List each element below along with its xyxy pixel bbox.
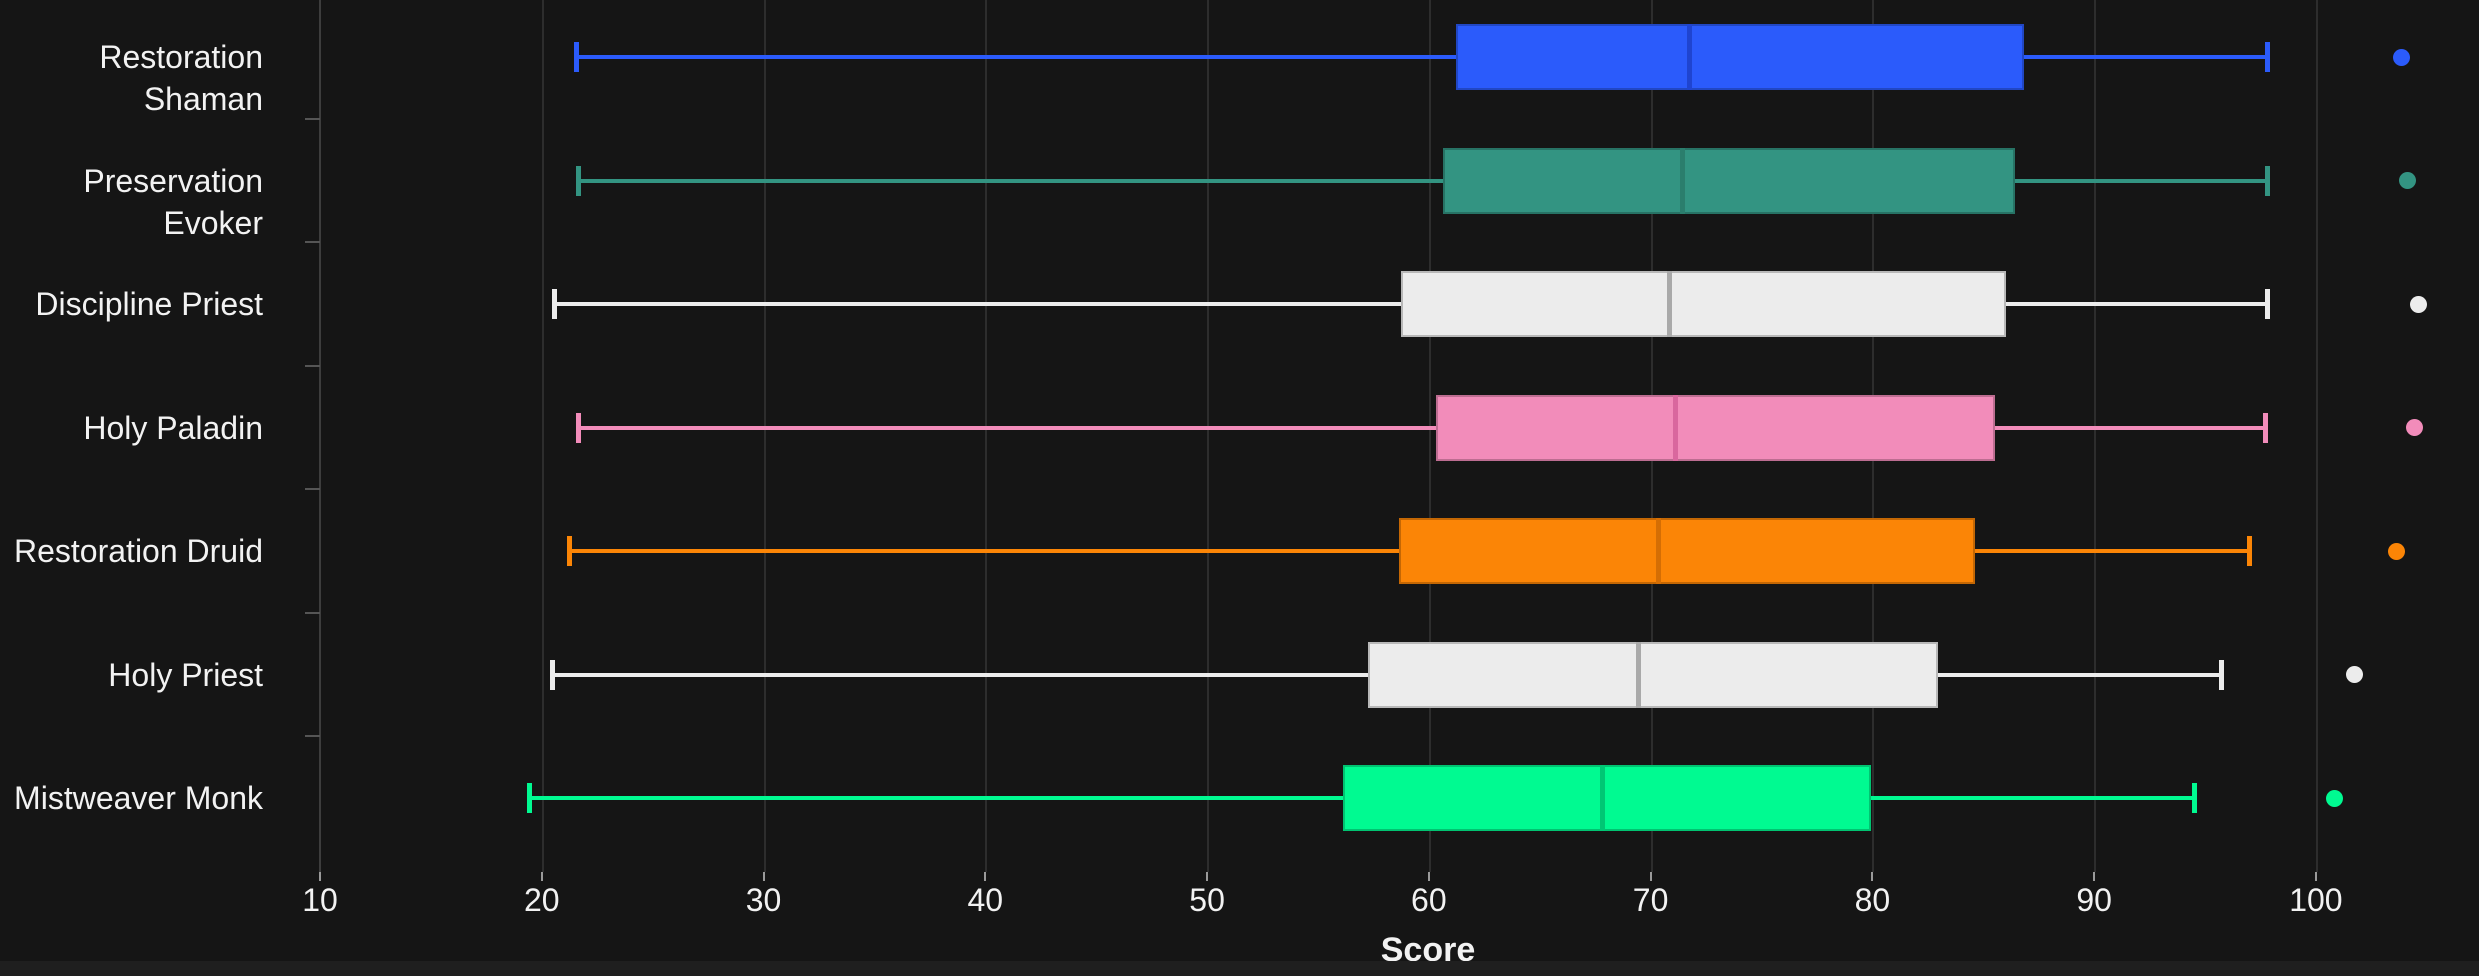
gridline	[1207, 0, 1210, 872]
whisker-cap-high	[2191, 783, 2197, 813]
y-axis-tick	[305, 364, 320, 367]
whisker-line-high	[1937, 672, 2222, 677]
x-axis-tick	[2093, 872, 2096, 881]
whisker-cap-low	[549, 659, 555, 690]
outlier-dot	[2392, 48, 2410, 66]
whisker-line-low	[578, 178, 1444, 183]
x-axis-tick	[319, 872, 321, 881]
median-line	[1673, 394, 1679, 461]
median-line	[1666, 271, 1672, 337]
median-line	[1655, 518, 1661, 584]
category-label: Restoration Shaman	[99, 39, 263, 117]
x-axis-tick	[1427, 872, 1430, 881]
x-axis-tick-label: 50	[1189, 882, 1225, 918]
median-line	[1686, 24, 1692, 90]
box	[1401, 271, 2007, 337]
whisker-cap-low	[567, 536, 573, 566]
gridline	[2094, 0, 2097, 872]
box	[1343, 765, 1872, 831]
outlier-dot	[2346, 666, 2364, 683]
category-label: Holy Paladin	[83, 409, 263, 446]
category-label: Holy Priest	[108, 656, 263, 693]
whisker-cap-low	[574, 42, 580, 72]
x-axis-tick-label: 90	[2076, 882, 2112, 918]
whisker-cap-high	[2262, 412, 2268, 443]
whisker-cap-high	[2218, 659, 2224, 690]
box	[1436, 394, 1996, 461]
outlier-dot	[2388, 542, 2406, 560]
y-axis-tick	[305, 117, 320, 120]
whisker-line-low	[569, 549, 1399, 553]
plot-area	[319, 0, 2479, 872]
category-label: Restoration Druid	[14, 533, 263, 569]
category-label: Discipline Priest	[35, 286, 263, 322]
gridline	[763, 0, 766, 872]
whisker-line-low	[551, 672, 1368, 677]
outlier-dot	[2405, 419, 2423, 436]
x-axis-tick-label: 40	[967, 882, 1004, 918]
outlier-dot	[2326, 789, 2344, 807]
whisker-cap-low	[527, 783, 533, 813]
x-axis-tick-label: 70	[1632, 882, 1669, 918]
whisker-line-high	[1975, 549, 2251, 553]
x-axis-tick	[1206, 872, 1209, 881]
outlier-dot	[2410, 295, 2428, 313]
x-axis-tick-label: 10	[302, 882, 338, 918]
whisker-line-high	[2024, 55, 2269, 59]
x-axis-tick-label: 100	[2289, 882, 2343, 918]
box	[1367, 641, 1938, 708]
y-axis-tick	[305, 241, 320, 244]
box	[1456, 24, 2025, 90]
whisker-cap-low	[576, 412, 582, 443]
gridline	[1428, 0, 1431, 872]
whisker-cap-high	[2265, 289, 2271, 319]
x-axis-tick-label: 20	[523, 882, 560, 918]
whisker-line-high	[1995, 425, 2266, 430]
median-line	[1600, 765, 1606, 831]
whisker-line-high	[1871, 796, 2195, 800]
outlier-dot	[2399, 172, 2417, 189]
x-axis-tick	[540, 872, 543, 881]
category-label: Mistweaver Monk	[14, 780, 263, 816]
whisker-line-high	[2006, 302, 2269, 306]
whisker-line-high	[2015, 178, 2269, 183]
gridline	[2315, 0, 2318, 872]
median-line	[1680, 147, 1686, 214]
x-axis-tick	[2314, 872, 2317, 881]
x-axis-tick-label: 30	[745, 882, 782, 918]
gridline	[985, 0, 988, 872]
bottom-strip	[0, 961, 2479, 976]
x-axis-tick	[1649, 872, 1652, 881]
whisker-line-low	[576, 55, 1457, 59]
x-axis-tick-label: 60	[1411, 882, 1447, 918]
x-axis-tick-label: 80	[1854, 882, 1891, 918]
x-axis-tick	[1871, 872, 1874, 881]
whisker-cap-low	[551, 289, 557, 319]
y-axis-tick	[305, 488, 320, 491]
x-axis-tick	[984, 872, 987, 881]
median-line	[1635, 641, 1641, 708]
whisker-cap-high	[2265, 165, 2271, 196]
whisker-line-low	[578, 425, 1437, 430]
gridline	[541, 0, 544, 872]
y-axis-tick	[305, 735, 320, 738]
whisker-line-low	[529, 796, 1344, 800]
whisker-cap-low	[576, 165, 582, 196]
category-label: Preservation Evoker	[83, 162, 263, 241]
box	[1443, 147, 2016, 214]
whisker-cap-high	[2247, 536, 2253, 566]
whisker-line-low	[553, 302, 1401, 306]
whisker-cap-high	[2265, 42, 2271, 72]
y-axis-tick	[305, 611, 320, 614]
box	[1398, 518, 1976, 584]
x-axis-tick	[762, 872, 765, 881]
